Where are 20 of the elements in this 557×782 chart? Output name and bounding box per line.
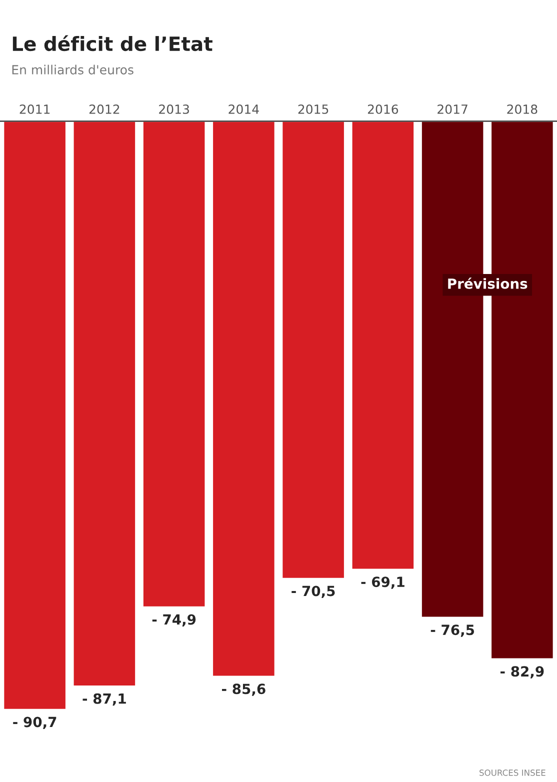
x-tick-label: 2015: [298, 104, 328, 114]
chart-subtitle: En milliards d'euros: [12, 64, 134, 74]
data-label: - 74,9: [152, 614, 196, 627]
data-label: - 87,1: [82, 693, 126, 706]
data-label: - 90,7: [13, 716, 56, 730]
x-tick-label: 2016: [368, 104, 398, 114]
annotation: Prévisions: [448, 278, 528, 289]
data-label: - 82,9: [500, 666, 544, 678]
chart-title: Le déficit de l’Etat: [12, 35, 212, 52]
source-note: SOURCES INSEE: [480, 770, 546, 776]
data-label: - 70,5: [292, 586, 335, 598]
x-tick-label: 2013: [159, 104, 189, 114]
data-label: - 69,1: [361, 576, 404, 589]
x-tick-label: 2011: [20, 104, 50, 114]
data-label: - 76,5: [430, 624, 474, 637]
data-label: - 85,6: [222, 684, 266, 696]
x-tick-label: 2014: [228, 104, 259, 114]
x-tick-label: 2017: [438, 104, 468, 114]
x-tick-label: 2012: [89, 104, 120, 114]
x-tick-label: 2018: [507, 104, 538, 114]
